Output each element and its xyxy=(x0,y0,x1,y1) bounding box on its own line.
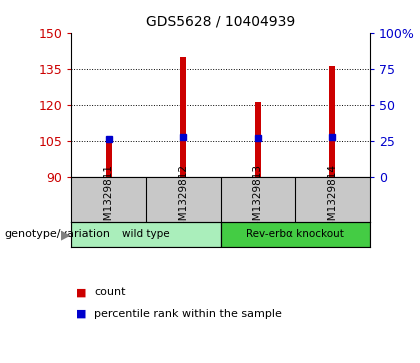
Text: percentile rank within the sample: percentile rank within the sample xyxy=(94,309,282,319)
Bar xyxy=(220,222,370,247)
Text: count: count xyxy=(94,287,126,297)
Text: ■: ■ xyxy=(76,287,86,297)
Text: ▶: ▶ xyxy=(61,228,71,241)
Text: GSM1329812: GSM1329812 xyxy=(178,164,188,234)
Text: GSM1329813: GSM1329813 xyxy=(253,164,263,234)
Bar xyxy=(106,138,112,177)
Bar xyxy=(180,57,186,177)
Text: ■: ■ xyxy=(76,309,86,319)
Text: wild type: wild type xyxy=(122,229,170,240)
Bar xyxy=(329,66,335,177)
Text: GSM1329811: GSM1329811 xyxy=(104,164,114,234)
Text: Rev-erbα knockout: Rev-erbα knockout xyxy=(246,229,344,240)
Title: GDS5628 / 10404939: GDS5628 / 10404939 xyxy=(146,15,295,29)
Text: GSM1329814: GSM1329814 xyxy=(327,164,337,234)
Bar xyxy=(71,222,220,247)
Text: genotype/variation: genotype/variation xyxy=(4,229,110,240)
Bar xyxy=(255,102,261,177)
